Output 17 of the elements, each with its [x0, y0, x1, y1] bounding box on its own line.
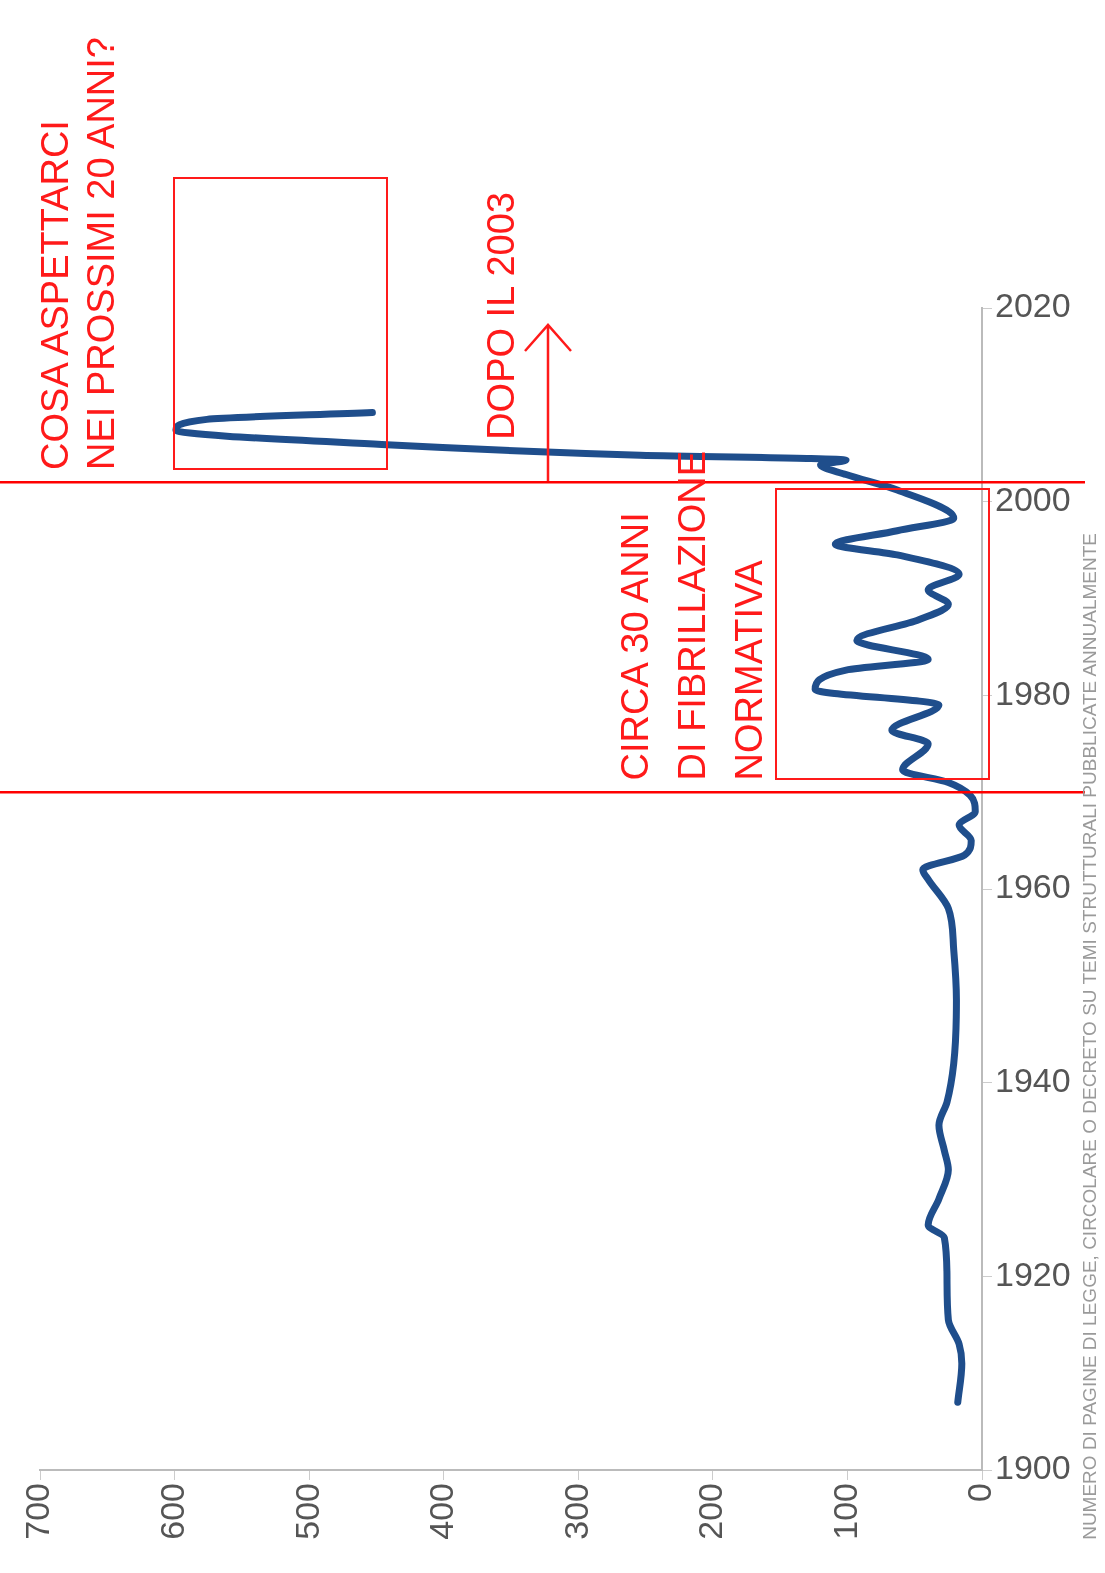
x-tick-label: 500	[287, 1483, 326, 1540]
y-tick-label: 1960	[995, 867, 1071, 906]
y-tick-label: 1940	[995, 1061, 1071, 1100]
x-tick-label: 400	[422, 1483, 461, 1540]
x-tick-label: 100	[825, 1483, 864, 1540]
x-tick-label: 200	[691, 1483, 730, 1540]
y-tick-label: 2000	[995, 480, 1071, 519]
y-tick-label: 2020	[995, 286, 1071, 325]
x-tick-label: 600	[152, 1483, 191, 1540]
annotation: DOPO IL 2003	[479, 192, 523, 440]
y-tick-label: 1980	[995, 673, 1071, 712]
y-tick-label: 1920	[995, 1254, 1071, 1293]
text: NUMERO DI PAGINE DI LEGGE, CIRCOLARE O DECRETO SU TEMI STRUTTURALI PUBBLICATE ANNUALMENTE	[1079, 533, 1101, 1540]
x-tick-label: 300	[556, 1483, 595, 1540]
annotation: CIRCA 30 ANNI DI FIBRILLAZIONE NORMATIVA	[613, 450, 771, 780]
x-tick-label: 700	[18, 1483, 57, 1540]
annotation: COSA ASPETTARCI NEI PROSSIMI 20 ANNI?	[33, 37, 123, 470]
